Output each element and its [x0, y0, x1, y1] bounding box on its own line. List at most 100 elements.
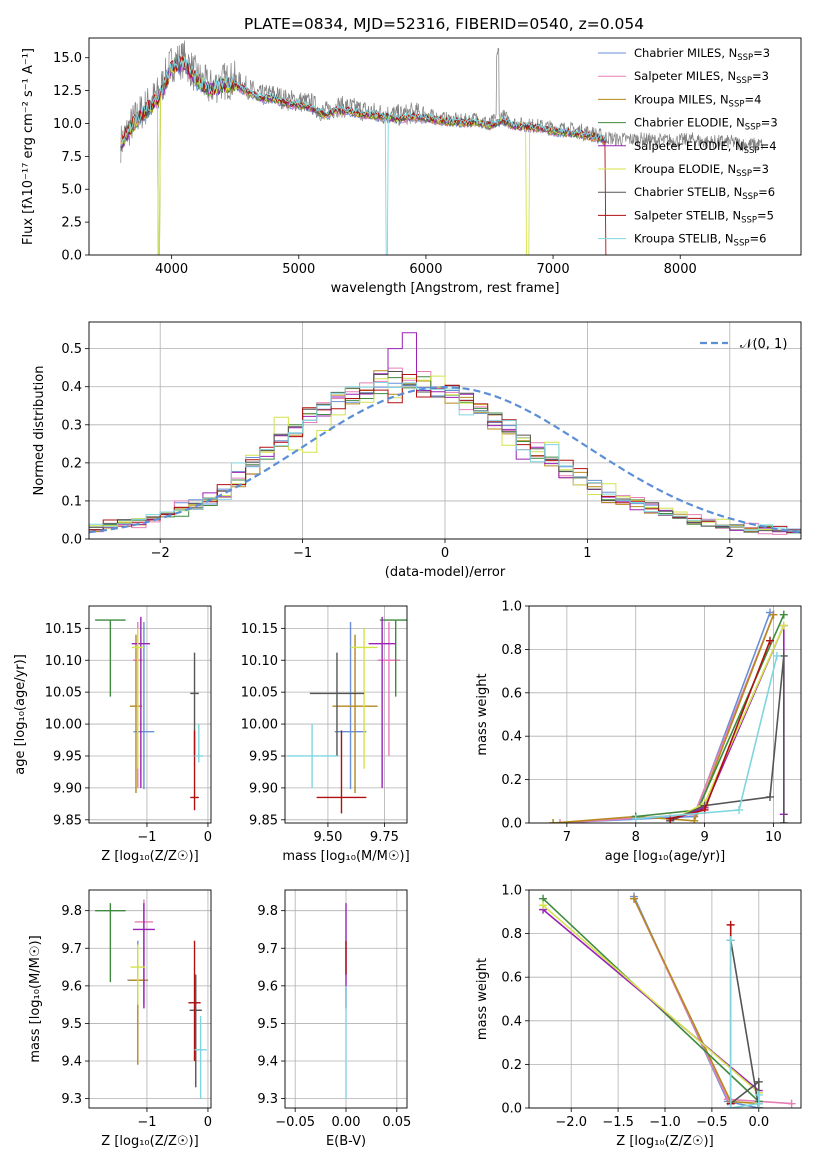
x-axis-label: E(B-V): [326, 1134, 366, 1149]
plot-area: [539, 892, 796, 1108]
y-tick-label: 0.6: [501, 686, 522, 701]
y-tick-label: 10.0: [53, 117, 82, 132]
error-bar-point: [377, 621, 401, 756]
mass-weight-line: [633, 898, 792, 1105]
figure-title: PLATE=0834, MJD=52316, FIBERID=0540, z=0…: [244, 15, 644, 33]
age-vs-metallicity-panel: −1 0 9.85 9.90 9.95 10.00 10.05 10.10 10.15 Z [lo…: [13, 605, 212, 864]
model-spectrum-line: [120, 58, 607, 255]
y-tick-label: 2.5: [61, 216, 82, 231]
mass-weight-marker: [779, 819, 788, 823]
mass-weight-marker: [754, 1099, 763, 1108]
error-bar-point: [316, 730, 367, 814]
plot-area: [287, 616, 407, 814]
y-tick-label: 9.5: [61, 1017, 82, 1032]
x-tick-label: 0.00: [332, 1115, 361, 1130]
mass-weight-line: [729, 939, 760, 1108]
mass-weight-marker: [555, 819, 564, 823]
x-tick-label: −1: [293, 546, 312, 561]
legend-label: Salpeter STELIB, NSSP=5: [634, 208, 774, 225]
y-tick-label: 9.6: [61, 979, 82, 994]
mass-vs-extinction-panel: −0.05 0.00 0.05 9.3 9.4 9.5 9.6 9.7 9.8 E(B-V): [257, 889, 411, 1149]
y-tick-label: 0.8: [501, 927, 522, 942]
mass-weight-line: [729, 940, 760, 1108]
axes-frame: [528, 605, 802, 824]
spectrum-panel: 4000 5000 6000 7000 8000 0.0 2.5 5.0 7.5 10.0 12.5…: [21, 37, 802, 296]
x-tick-label: 9: [700, 830, 708, 845]
mass-weight-vs-metallicity-panel: −2.0 −1.5 −1.0 −0.5 0.0 0.0 0.2 0.4 0.6 0.8 1.0 Z […: [475, 884, 802, 1149]
legend-label: Kroupa ELODIE, NSSP=3: [634, 162, 769, 179]
legend-label: Salpeter MILES, NSSP=3: [634, 69, 769, 86]
y-tick-label: 0.4: [61, 380, 82, 395]
x-tick-label: −1.5: [602, 1115, 634, 1130]
residual-histogram-step: [89, 382, 801, 539]
mass-weight-marker: [779, 651, 788, 660]
y-axis-label: mass weight: [475, 673, 490, 755]
mass-weight-marker: [787, 1099, 796, 1108]
x-tick-label: 2: [726, 546, 734, 561]
x-axis-label: Z [log₁₀(Z/Z☉)]: [101, 1134, 198, 1149]
mass-weight-marker: [766, 792, 775, 801]
mass-weight-line: [542, 904, 760, 1094]
axes-frame: [88, 889, 212, 1109]
x-tick-label: 1: [583, 546, 591, 561]
x-tick-label: −0.05: [275, 1115, 315, 1130]
error-bar-point: [309, 652, 365, 756]
x-tick-label: 7000: [537, 262, 570, 277]
normal-reference-curve: [89, 385, 801, 534]
mass-weight-line: [553, 614, 775, 823]
error-bar-point: [188, 940, 201, 1062]
y-tick-label: 0.8: [501, 643, 522, 658]
y-tick-label: 9.90: [249, 781, 278, 796]
y-tick-label: 0.4: [501, 1014, 522, 1029]
x-tick-label: 9.50: [313, 830, 342, 845]
x-tick-label: 4000: [155, 262, 188, 277]
mass-vs-metallicity-panel: −1 0 9.3 9.4 9.5 9.6 9.7 9.8 Z [log₁₀(Z/Z☉)] mass…: [28, 889, 212, 1149]
x-tick-label: 10: [765, 830, 782, 845]
y-axis-label: mass [log₁₀(M/M☉)]: [28, 935, 43, 1062]
mass-weight-marker: [772, 651, 781, 660]
y-tick-label: 10.10: [241, 654, 278, 669]
y-tick-label: 0.3: [61, 418, 82, 433]
x-tick-label: −1: [137, 830, 156, 845]
y-tick-label: 0.2: [501, 773, 522, 788]
y-tick-label: 10.05: [45, 686, 82, 701]
axes-frame: [284, 605, 408, 824]
y-tick-label: 0.0: [501, 817, 522, 832]
error-bar-point: [189, 974, 202, 1088]
error-bar-point: [130, 944, 146, 1005]
error-bar-point: [129, 634, 143, 794]
mass-weight-marker: [726, 920, 735, 929]
error-bar-point: [190, 730, 199, 811]
mass-weight-marker: [766, 636, 775, 645]
y-tick-label: 0.2: [501, 1058, 522, 1073]
x-tick-label: 8000: [664, 262, 697, 277]
mass-weight-marker: [754, 1090, 763, 1099]
x-axis-label: age [log₁₀(age/yr)]: [605, 849, 726, 864]
error-bar-point: [379, 619, 407, 697]
legend-label: Chabrier STELIB, NSSP=6: [634, 185, 775, 202]
y-axis-label: Normed distribution: [32, 366, 47, 496]
y-axis-label: Flux [fλ10⁻¹⁷ erg cm⁻² s⁻¹ A⁻¹]: [21, 48, 36, 245]
mass-weight-marker: [769, 610, 778, 619]
error-bar-point: [131, 616, 150, 788]
y-tick-label: 10.05: [241, 686, 278, 701]
mass-weight-marker: [726, 936, 735, 945]
spectrum-legend: Chabrier MILES, NSSP=3 Salpeter MILES, NS…: [598, 46, 778, 249]
legend-label: 𝒩(0, 1): [740, 337, 787, 352]
error-bar-point: [133, 621, 155, 790]
error-bar-point: [131, 628, 144, 769]
plot-area: [549, 608, 788, 823]
x-axis-label: Z [log₁₀(Z/Z☉)]: [616, 1134, 713, 1149]
error-bar-point: [132, 903, 155, 1009]
mass-weight-marker: [754, 1077, 763, 1086]
y-tick-label: 9.95: [249, 749, 278, 764]
y-tick-label: 9.95: [53, 749, 82, 764]
plot-area: [95, 616, 204, 811]
y-tick-label: 1.0: [501, 884, 522, 899]
x-tick-label: 0.05: [382, 1115, 411, 1130]
mass-weight-marker: [779, 621, 788, 630]
mass-weight-line: [670, 640, 771, 820]
y-tick-label: 9.3: [61, 1092, 82, 1107]
y-tick-label: 15.0: [53, 51, 82, 66]
y-tick-label: 10.10: [45, 654, 82, 669]
